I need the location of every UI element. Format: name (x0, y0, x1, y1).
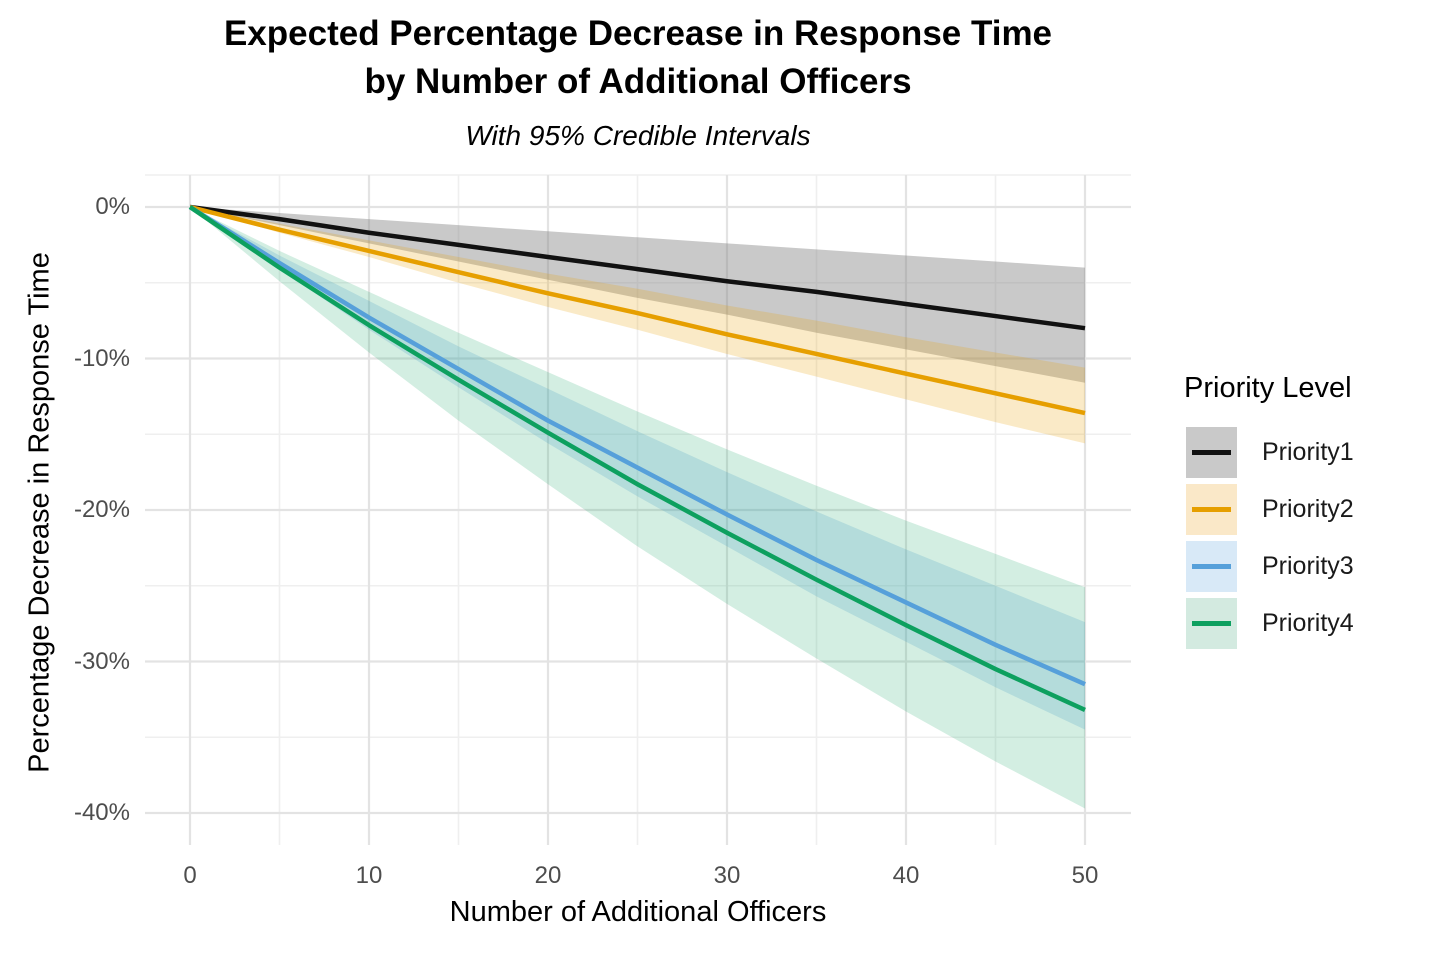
x-tick-label: 50 (1071, 862, 1099, 889)
legend-key-line-priority4 (1192, 621, 1231, 626)
legend-item-priority4: Priority4 (1186, 598, 1354, 649)
x-tick-label: 20 (534, 862, 562, 889)
x-tick-label: 40 (892, 862, 920, 889)
chart-subtitle: With 95% Credible Intervals (465, 120, 811, 151)
x-axis-title: Number of Additional Officers (449, 896, 827, 928)
x-tick-label: 30 (713, 862, 741, 889)
legend-item-label-priority4: Priority4 (1262, 609, 1354, 637)
legend-item-priority3: Priority3 (1186, 541, 1354, 592)
legend-item-label-priority3: Priority3 (1262, 552, 1354, 580)
line-priority4 (188, 205, 1086, 713)
legend-item-priority2: Priority2 (1186, 484, 1354, 535)
ribbon-priority1 (190, 207, 1085, 383)
x-tick-label: 0 (183, 862, 197, 889)
legend-key-swatch-priority3 (1186, 541, 1237, 592)
x-tick-label: 10 (355, 862, 383, 889)
y-tick-label: -40% (73, 799, 130, 826)
line-priority1 (189, 204, 1086, 331)
legend-title: Priority Level (1184, 372, 1352, 404)
y-tick-label: 0% (95, 193, 130, 220)
legend-key-swatch-priority4 (1186, 598, 1237, 649)
y-tick-label: -30% (73, 647, 130, 675)
legend-key-line-priority1 (1192, 450, 1231, 455)
legend: Priority Level Priority1 Priority2 Prior… (1184, 372, 1354, 655)
ribbon-priority2 (190, 207, 1085, 444)
chart-title-line1: Expected Percentage Decrease in Response… (223, 14, 1053, 53)
legend-key-swatch-priority1 (1186, 427, 1237, 478)
legend-item-label-priority1: Priority1 (1262, 438, 1354, 466)
y-tick-label: -20% (73, 496, 130, 523)
legend-item-label-priority2: Priority2 (1262, 495, 1354, 523)
y-tick-label: -10% (73, 344, 130, 372)
chart-title-line2: by Number of Additional Officers (364, 62, 912, 101)
legend-key-swatch-priority2 (1186, 484, 1237, 535)
legend-item-priority1: Priority1 (1186, 427, 1354, 478)
line-priority2 (189, 204, 1086, 416)
legend-key-line-priority2 (1192, 507, 1231, 512)
chart-title: Expected Percentage Decrease in Response… (145, 10, 1131, 106)
ribbon-priority4 (190, 207, 1085, 809)
legend-key-line-priority3 (1192, 564, 1231, 569)
line-priority3 (188, 205, 1086, 687)
